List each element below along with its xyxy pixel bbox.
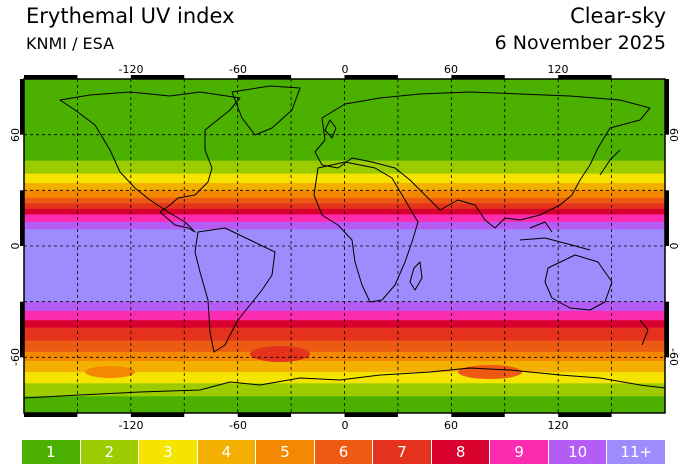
legend-cell-uv: 1 xyxy=(22,440,80,464)
frame-tick-bar xyxy=(130,413,185,417)
lon-ticks-bottom: -120 -60 0 60 120 xyxy=(119,419,569,432)
lon-tick-top: 60 xyxy=(444,63,458,76)
hotspot-south-atlantic xyxy=(250,346,310,362)
uv-index-map: -120 -60 0 60 120 -120 -60 0 60 120 60 0… xyxy=(9,63,680,432)
uv-band xyxy=(24,301,665,312)
coastlines xyxy=(24,85,665,399)
lat-tick-right: -60 xyxy=(667,348,680,366)
legend-cell-uv: 4 xyxy=(197,440,256,464)
hotspot-south-indian xyxy=(458,365,522,379)
coast-south-america xyxy=(194,227,276,353)
uv-band xyxy=(24,361,665,373)
coast-japan xyxy=(599,149,621,176)
frame-tick-bar xyxy=(24,75,78,79)
legend-cell-uv: 9 xyxy=(490,440,548,464)
lon-tick-top: 0 xyxy=(342,63,349,76)
frame-tick-bar xyxy=(344,75,398,79)
coast-uk xyxy=(324,119,337,139)
lat-tick-right: 60 xyxy=(667,128,680,142)
lon-tick-top: -120 xyxy=(119,63,144,76)
legend-cell-uv: 5 xyxy=(256,440,314,464)
coast-antarctica xyxy=(24,367,665,399)
frame-tick-bar xyxy=(451,413,505,417)
uv-band xyxy=(24,372,665,384)
hotspot-south-pacific xyxy=(85,366,135,378)
lat-ticks-right: 60 0 -60 xyxy=(667,128,680,366)
coast-greenland xyxy=(231,85,301,136)
lat-tick-right: 0 xyxy=(667,243,680,250)
coast-africa xyxy=(313,161,419,303)
frame-tick-bar xyxy=(130,75,185,79)
lon-ticks-top: -120 -60 0 60 120 xyxy=(119,63,569,76)
graticule xyxy=(24,79,665,413)
frame-tick-bar xyxy=(344,413,398,417)
frame-tick-bar xyxy=(20,301,24,358)
sky-mode-label: Clear-sky xyxy=(570,4,666,28)
lat-ticks-left: 60 0 -60 xyxy=(9,128,22,366)
frame-tick-bar xyxy=(20,190,24,246)
frame-tick-bar xyxy=(237,75,292,79)
lon-tick-bottom: -60 xyxy=(229,419,247,432)
legend-cell-uv: 3 xyxy=(139,440,197,464)
map-source: KNMI / ESA xyxy=(26,34,115,53)
frame-tick-bar xyxy=(665,79,669,135)
legend-cell-uv: 7 xyxy=(373,440,431,464)
uv-band xyxy=(24,173,665,184)
coast-madagascar xyxy=(409,261,423,291)
legend-cell-uv: 6 xyxy=(314,440,373,464)
legend-cell-uv: 11+ xyxy=(607,440,666,464)
coast-new-zealand xyxy=(639,319,649,346)
coast-north-america xyxy=(59,91,241,233)
frame-tick-bar xyxy=(665,301,669,358)
frame-tick-bar xyxy=(237,413,292,417)
uv-band xyxy=(24,320,665,329)
frame-tick-bar xyxy=(20,79,24,135)
lon-tick-top: 120 xyxy=(548,63,569,76)
frame-tick-bar xyxy=(558,413,612,417)
lon-tick-bottom: 120 xyxy=(548,419,569,432)
map-title: Erythemal UV index xyxy=(26,4,235,28)
lat-tick-left: 0 xyxy=(9,243,22,250)
lon-tick-bottom: 0 xyxy=(342,419,349,432)
frame-tick-bars xyxy=(20,75,669,417)
lat-tick-left: -60 xyxy=(9,348,22,366)
legend-cell-uv: 2 xyxy=(80,440,139,464)
legend-cell-uv: 8 xyxy=(431,440,490,464)
frame-tick-bar xyxy=(451,75,505,79)
coast-indonesia xyxy=(519,221,591,251)
legend-cell-uv: 10 xyxy=(548,440,607,464)
coast-australia xyxy=(544,254,613,311)
lon-tick-top: -60 xyxy=(229,63,247,76)
lon-tick-bottom: -120 xyxy=(119,419,144,432)
frame-tick-bar xyxy=(24,413,78,417)
frame-tick-bar xyxy=(665,190,669,246)
uv-band xyxy=(24,340,665,353)
map-date: 6 November 2025 xyxy=(494,32,666,54)
uv-band xyxy=(24,182,665,191)
frame-tick-bar xyxy=(558,75,612,79)
coast-europe-asia xyxy=(314,91,651,229)
lat-tick-left: 60 xyxy=(9,128,22,142)
lon-tick-bottom: 60 xyxy=(444,419,458,432)
uv-legend: 1 2 3 4 5 6 7 8 9 10 11+ xyxy=(22,440,666,464)
